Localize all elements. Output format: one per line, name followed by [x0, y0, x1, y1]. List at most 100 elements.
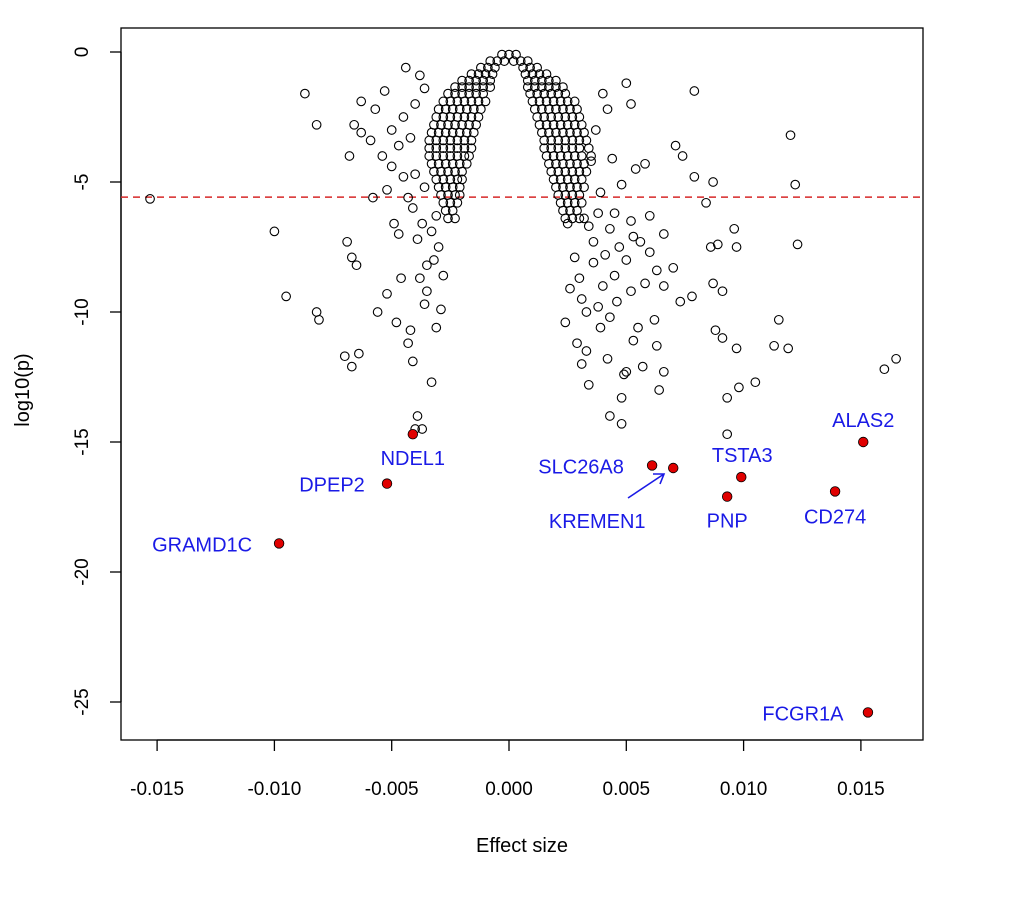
- data-point: [412, 411, 423, 421]
- data-point: [314, 314, 324, 325]
- data-point: [616, 392, 627, 403]
- data-point: [675, 296, 686, 307]
- data-point: [452, 197, 463, 208]
- data-point: [485, 82, 496, 92]
- data-point: [616, 179, 627, 190]
- data-point: [511, 49, 521, 60]
- data-point: [403, 338, 413, 349]
- y-tick-label: -20: [72, 558, 93, 585]
- data-point: [497, 49, 507, 60]
- data-point: [311, 119, 322, 130]
- data-point: [734, 382, 744, 393]
- data-point: [419, 299, 430, 310]
- data-point: [431, 143, 442, 154]
- highlighted-point-tsta3: [736, 471, 747, 483]
- data-point: [628, 335, 639, 346]
- data-point: [654, 385, 664, 395]
- data-point: [370, 104, 381, 115]
- data-point: [368, 192, 378, 203]
- data-point: [790, 179, 801, 190]
- data-point: [708, 278, 718, 289]
- data-point: [382, 184, 392, 195]
- data-point: [583, 379, 594, 390]
- data-point: [593, 301, 603, 312]
- data-point: [410, 169, 421, 180]
- data-point: [492, 56, 503, 66]
- y-tick-label: -15: [72, 428, 93, 455]
- data-point: [609, 270, 620, 281]
- data-point: [529, 75, 540, 86]
- data-point: [602, 353, 613, 364]
- data-point: [677, 151, 688, 161]
- data-point: [574, 135, 585, 146]
- data-point: [572, 338, 582, 349]
- data-point: [424, 143, 435, 154]
- y-tick-label: 0: [72, 47, 93, 58]
- data-point: [431, 135, 442, 146]
- data-point: [508, 56, 519, 66]
- y-tick-label: -5: [72, 174, 93, 191]
- gene-label-ndel1: NDEL1: [381, 448, 445, 470]
- data-point: [689, 171, 700, 182]
- data-point: [576, 197, 587, 208]
- data-point: [534, 69, 545, 79]
- data-point: [478, 75, 489, 86]
- data-point: [658, 366, 669, 377]
- y-tick-label: -25: [72, 688, 93, 715]
- data-point: [595, 187, 606, 198]
- data-point: [281, 291, 291, 302]
- data-point: [419, 83, 430, 94]
- data-point: [525, 62, 535, 73]
- data-point: [658, 229, 669, 239]
- gene-label-pnp: PNP: [707, 511, 748, 533]
- data-point: [443, 213, 453, 224]
- highlighted-point-cd274: [829, 486, 841, 497]
- data-point: [614, 242, 625, 252]
- data-point: [529, 82, 540, 92]
- data-point: [487, 69, 498, 79]
- data-point: [485, 56, 496, 66]
- data-point: [731, 343, 742, 354]
- data-point: [485, 75, 496, 86]
- data-point: [586, 151, 596, 161]
- data-point: [644, 247, 655, 258]
- data-point: [602, 104, 613, 115]
- data-point: [438, 143, 449, 154]
- data-point: [628, 231, 639, 242]
- highlighted-point-ndel1: [407, 429, 419, 440]
- data-point: [579, 213, 589, 224]
- data-point: [504, 49, 514, 60]
- data-point: [480, 69, 491, 79]
- data-point: [398, 112, 409, 122]
- data-point: [785, 130, 796, 141]
- data-point: [619, 369, 629, 380]
- data-point: [431, 210, 442, 221]
- data-point: [396, 273, 406, 284]
- data-point: [412, 234, 423, 245]
- data-point: [546, 135, 557, 146]
- data-point: [626, 286, 636, 297]
- data-point: [670, 140, 681, 151]
- data-point: [480, 96, 491, 107]
- data-point: [478, 82, 489, 92]
- gene-label-slc26a8: SLC26A8: [538, 456, 624, 478]
- data-point: [891, 353, 901, 364]
- data-point: [562, 218, 573, 229]
- data-point: [382, 288, 392, 299]
- data-point: [605, 223, 615, 234]
- gene-label-cd274: CD274: [804, 506, 866, 528]
- data-point: [407, 203, 418, 213]
- data-point: [626, 216, 636, 226]
- data-point: [457, 75, 467, 86]
- y-axis: 0 -5 -10 -15 -20 -25: [72, 47, 122, 716]
- data-point: [879, 364, 890, 375]
- data-point: [475, 62, 486, 73]
- data-point: [701, 197, 711, 208]
- data-point: [346, 361, 357, 372]
- data-point: [522, 56, 533, 66]
- data-point: [536, 75, 547, 86]
- data-point: [717, 286, 728, 297]
- data-point: [426, 226, 437, 237]
- data-point: [769, 340, 779, 351]
- data-point: [710, 325, 721, 336]
